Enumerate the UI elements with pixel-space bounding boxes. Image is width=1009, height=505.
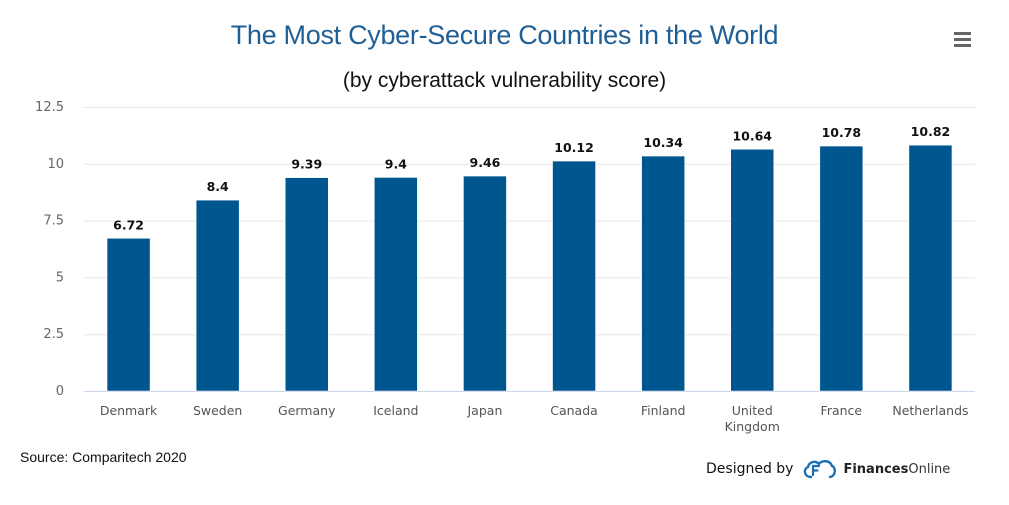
bar: [819, 145, 864, 392]
menu-line: [954, 44, 971, 47]
y-tick-label: 7.5: [43, 214, 64, 229]
financesonline-cloud-logo-icon: [804, 460, 837, 479]
y-tick-label: 2.5: [43, 327, 64, 342]
data-label: 8.4: [207, 179, 229, 194]
data-label: 10.64: [732, 128, 772, 143]
bar: [463, 175, 507, 392]
x-category-label: United: [732, 403, 773, 418]
data-labels: 6.72 8.4 9.39 9.4 9.46 10.12 10.34 10.64 10.78 10…: [113, 124, 950, 232]
x-category-label: Sweden: [193, 403, 242, 418]
hamburger-menu-icon[interactable]: [951, 30, 975, 48]
data-label: 9.4: [385, 156, 407, 171]
bar: [908, 144, 953, 392]
data-label: 9.39: [291, 157, 322, 172]
y-tick-label: 10: [47, 157, 64, 172]
source-note: Source: Comparitech 2020: [20, 449, 187, 465]
x-category-label: Netherlands: [892, 403, 968, 418]
y-axis-labels: 0 2.5 5 7.5 10 12.5: [35, 100, 64, 399]
menu-line: [954, 32, 971, 35]
brand-name-light: Online: [908, 461, 951, 477]
data-label: 6.72: [113, 217, 144, 232]
y-tick-label: 5: [56, 270, 64, 285]
x-category-label: Germany: [278, 403, 336, 418]
y-tick-label: 12.5: [35, 100, 64, 115]
x-category-label: Denmark: [100, 403, 158, 418]
bar: [641, 155, 685, 392]
x-category-label: Kingdom: [725, 419, 780, 434]
x-category-label: Canada: [550, 403, 598, 418]
x-category-label: France: [821, 403, 863, 418]
bar: [552, 160, 596, 392]
x-category-label: Iceland: [373, 403, 418, 418]
bar: [285, 177, 329, 392]
x-category-label: Finland: [641, 403, 686, 418]
x-category-label: Japan: [467, 403, 503, 418]
y-tick-label: 0: [56, 384, 64, 399]
menu-line: [954, 38, 971, 41]
data-label: 10.78: [822, 125, 862, 140]
data-label: 10.82: [911, 124, 951, 139]
data-label: 10.34: [643, 135, 683, 150]
bar: [374, 177, 418, 392]
x-axis-labels: Denmark Sweden Germany Iceland Japan Canada Fi…: [100, 403, 969, 434]
bar: [195, 199, 240, 392]
brand-name-bold: Finances: [843, 461, 909, 477]
bar: [106, 238, 151, 392]
data-label: 9.46: [470, 155, 501, 170]
data-label: 10.12: [554, 140, 594, 155]
chart-subtitle: (by cyberattack vulnerability score): [342, 69, 667, 92]
bars: [106, 144, 953, 392]
chart-title: The Most Cyber-Secure Countries in the W…: [230, 20, 779, 50]
designed-by-label: Designed by: [706, 461, 794, 477]
bar: [730, 149, 774, 392]
designed-by-credit[interactable]: Designed by Finances Online: [706, 458, 950, 480]
